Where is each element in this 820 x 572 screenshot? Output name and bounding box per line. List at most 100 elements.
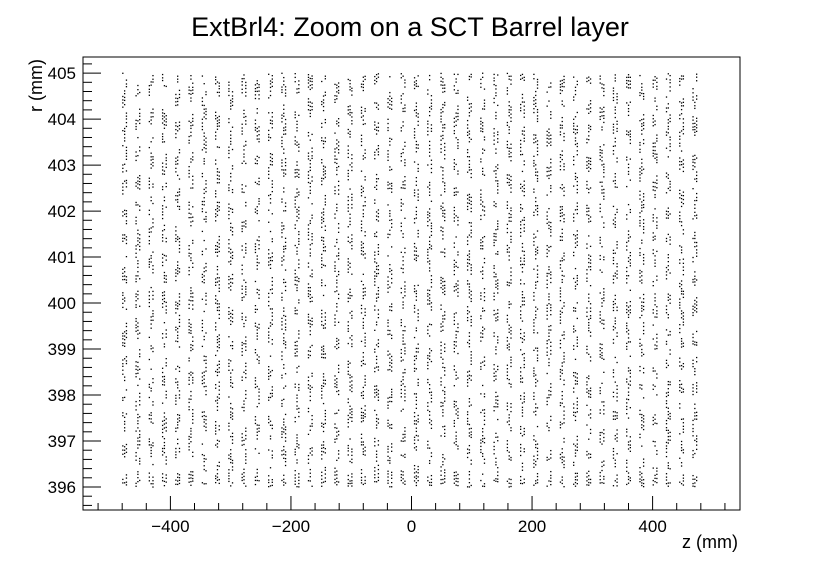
data-point <box>349 130 351 133</box>
data-point <box>336 310 338 312</box>
data-point <box>483 108 486 110</box>
data-point <box>523 304 525 306</box>
data-point <box>561 215 563 217</box>
data-point <box>192 379 194 381</box>
data-point <box>442 227 444 229</box>
data-point <box>521 300 524 302</box>
data-point <box>573 391 575 393</box>
data-point <box>123 297 126 299</box>
data-point <box>231 191 234 194</box>
data-point <box>336 477 338 479</box>
data-point <box>536 111 539 113</box>
data-point <box>177 483 179 486</box>
data-point <box>243 439 245 442</box>
data-point <box>402 343 404 345</box>
data-point <box>375 173 378 176</box>
data-point <box>218 182 220 184</box>
data-point <box>281 454 283 456</box>
data-point <box>533 134 535 136</box>
data-point <box>231 386 234 388</box>
data-point <box>563 334 565 336</box>
data-point <box>351 454 353 457</box>
data-point <box>254 305 257 307</box>
data-point <box>497 309 499 311</box>
data-point <box>482 72 484 74</box>
data-point <box>284 341 287 343</box>
data-point <box>482 130 484 133</box>
data-point <box>205 429 207 432</box>
data-point <box>307 82 310 84</box>
data-point <box>430 222 433 224</box>
data-point <box>218 317 220 320</box>
data-point <box>457 407 459 410</box>
data-point <box>374 441 376 443</box>
data-point <box>391 337 393 340</box>
data-point <box>417 439 419 441</box>
data-point <box>563 422 565 424</box>
data-point <box>470 427 472 430</box>
data-point <box>256 288 258 291</box>
data-point <box>296 289 298 292</box>
data-point <box>563 86 565 88</box>
data-point <box>510 456 512 459</box>
data-point <box>163 297 166 300</box>
data-point <box>294 203 296 205</box>
data-point <box>347 261 349 263</box>
data-point <box>387 448 389 450</box>
data-point <box>470 315 472 318</box>
data-point <box>444 400 446 402</box>
data-point <box>561 372 563 375</box>
data-point <box>322 211 325 213</box>
data-point <box>205 390 207 392</box>
data-point <box>258 94 260 96</box>
data-point <box>413 161 416 163</box>
data-point <box>215 284 217 286</box>
data-point <box>334 132 336 134</box>
data-point <box>523 134 525 136</box>
data-point <box>428 79 431 81</box>
data-point <box>387 159 389 162</box>
data-point <box>455 191 457 193</box>
data-point <box>413 81 416 83</box>
data-point <box>271 395 273 397</box>
data-point <box>351 196 353 199</box>
data-point <box>468 444 471 447</box>
data-point <box>215 190 217 192</box>
data-point <box>400 348 402 351</box>
data-point <box>177 414 179 416</box>
data-point <box>550 226 552 228</box>
data-point <box>497 228 499 230</box>
data-point <box>245 223 247 225</box>
data-point <box>466 208 469 211</box>
data-point <box>215 216 217 218</box>
data-point <box>453 242 455 244</box>
data-point <box>364 446 366 448</box>
data-point <box>404 440 406 442</box>
data-point <box>294 244 296 247</box>
data-point <box>298 476 300 478</box>
data-point <box>375 321 378 323</box>
data-point <box>281 169 283 171</box>
data-point <box>508 184 510 186</box>
data-point <box>215 477 217 480</box>
data-point <box>533 291 535 294</box>
data-point <box>508 147 510 149</box>
data-point <box>321 260 323 262</box>
data-point <box>243 77 245 80</box>
data-point <box>230 402 232 405</box>
data-point <box>322 250 325 252</box>
data-point <box>427 214 429 216</box>
data-point <box>428 303 431 305</box>
data-point <box>360 280 363 282</box>
data-point <box>177 130 179 132</box>
data-point <box>228 369 230 371</box>
data-point <box>599 154 601 157</box>
data-point <box>430 248 433 250</box>
data-point <box>482 128 484 130</box>
data-point <box>307 357 310 359</box>
data-point <box>563 81 565 84</box>
data-point <box>228 203 230 205</box>
data-point <box>178 318 181 321</box>
data-point <box>430 401 433 403</box>
data-point <box>493 80 495 82</box>
